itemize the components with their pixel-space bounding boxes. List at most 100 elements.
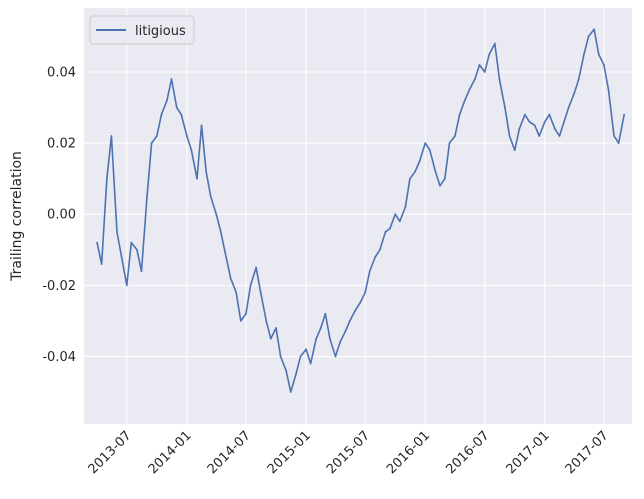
y-axis-label: Trailing correlation [9, 151, 25, 282]
data-point [334, 355, 337, 358]
x-tick-label: 2014-01 [146, 428, 195, 477]
data-point [577, 78, 580, 81]
x-tick-label: 2015-07 [324, 428, 373, 477]
y-tick-label: -0.04 [42, 350, 76, 365]
data-point [205, 170, 208, 173]
data-point [120, 255, 123, 258]
data-point [146, 195, 148, 198]
data-point [374, 255, 377, 258]
data-point [424, 142, 427, 145]
data-point [563, 120, 565, 123]
data-point [389, 227, 391, 230]
data-point [239, 319, 242, 322]
data-point [125, 284, 128, 287]
data-point [285, 369, 288, 372]
data-point [150, 142, 153, 145]
data-point [209, 195, 212, 198]
data-point [554, 127, 556, 130]
data-point [567, 106, 570, 109]
data-point [498, 78, 501, 81]
data-point [140, 270, 143, 273]
data-point [354, 309, 357, 312]
data-point [513, 149, 516, 152]
data-point [613, 135, 615, 137]
data-point [279, 355, 282, 358]
x-tick-label: 2016-07 [444, 428, 493, 477]
data-point [458, 113, 461, 116]
data-point [339, 341, 341, 344]
data-point [493, 42, 496, 45]
data-point [170, 78, 173, 81]
data-point [255, 266, 258, 269]
data-point [587, 35, 590, 38]
data-point [623, 113, 626, 116]
x-tick-label: 2017-07 [563, 428, 612, 477]
data-point [384, 231, 387, 233]
data-point [603, 63, 605, 66]
data-point [319, 327, 322, 329]
data-point [249, 284, 252, 287]
data-point [607, 88, 610, 91]
data-point [454, 135, 456, 137]
data-point [295, 373, 297, 376]
data-point [155, 135, 158, 137]
x-tick-label: 2013-07 [86, 428, 135, 477]
data-point [136, 248, 138, 251]
data-point [344, 330, 347, 333]
data-point [225, 255, 227, 258]
data-point [439, 184, 441, 187]
data-point [289, 391, 292, 393]
y-tick-labels: 0.04 0.02 0.00 -0.02 -0.04 [42, 66, 76, 365]
series-layer [96, 28, 626, 393]
data-point [418, 159, 421, 162]
data-point [428, 149, 431, 152]
data-point [359, 302, 361, 305]
data-point [404, 206, 407, 209]
y-tick-label: 0.00 [47, 208, 76, 223]
data-point [394, 213, 397, 216]
y-tick-label: 0.02 [47, 137, 76, 152]
data-point [309, 362, 312, 365]
data-point [508, 135, 511, 137]
data-point [597, 53, 600, 56]
data-point [488, 53, 491, 56]
data-point [324, 312, 327, 315]
data-point [573, 92, 576, 95]
data-point [478, 63, 481, 66]
data-point [558, 135, 561, 137]
x-tick-label: 2014-07 [205, 428, 254, 477]
data-point [434, 170, 437, 173]
data-point [196, 177, 198, 180]
data-point [518, 127, 521, 130]
data-point [265, 319, 268, 322]
data-point [533, 124, 536, 127]
data-point [299, 355, 302, 358]
legend-label: litigious [135, 24, 186, 39]
data-point [105, 177, 108, 180]
x-tick-label: 2016-01 [384, 428, 433, 477]
data-point [329, 337, 331, 340]
data-point [130, 241, 133, 244]
data-point [593, 28, 596, 31]
data-point [443, 177, 446, 180]
data-point [185, 135, 188, 137]
y-tick-label: 0.04 [47, 66, 76, 81]
data-point [190, 149, 193, 152]
data-point [504, 106, 506, 109]
data-point [523, 113, 526, 116]
data-point [548, 113, 551, 116]
data-point [269, 337, 272, 340]
y-tick-label: -0.02 [42, 279, 76, 294]
legend-box [89, 15, 195, 45]
data-point [543, 120, 546, 123]
data-point [463, 99, 466, 102]
data-point [378, 248, 381, 251]
data-point [200, 124, 203, 127]
x-tick-labels: 2013-07 2014-01 2014-07 2015-01 2015-07 2016-… [86, 428, 612, 477]
y-gridlines [84, 71, 632, 357]
data-point [398, 220, 401, 223]
data-point [409, 177, 411, 180]
data-point [583, 53, 585, 56]
data-point [483, 71, 486, 73]
data-point [315, 337, 318, 340]
